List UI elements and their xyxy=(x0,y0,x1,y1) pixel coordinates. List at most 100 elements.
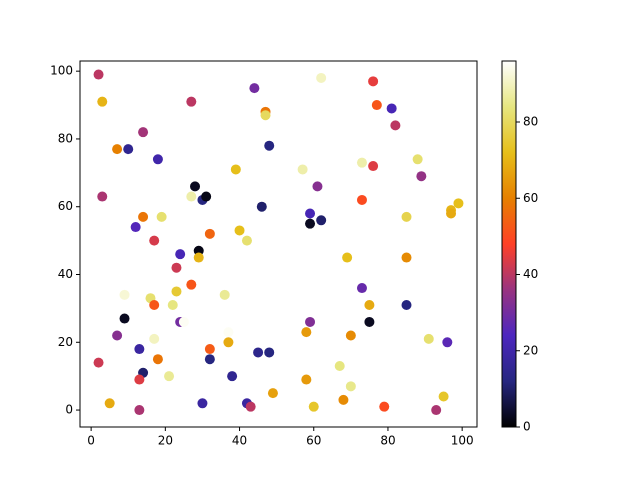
point xyxy=(97,96,108,107)
point xyxy=(342,252,353,263)
point xyxy=(260,110,271,121)
point xyxy=(338,394,349,405)
point xyxy=(364,316,375,327)
point xyxy=(186,96,197,107)
point xyxy=(416,171,427,182)
point xyxy=(301,374,312,385)
colorbar-tick-label: 40 xyxy=(523,267,538,281)
point xyxy=(204,354,215,365)
point xyxy=(401,300,412,310)
colorbar-tick-label: 20 xyxy=(523,343,538,357)
point xyxy=(119,313,130,324)
point xyxy=(104,398,115,409)
x-tick-label: 100 xyxy=(451,434,474,448)
colorbar-tick-label: 60 xyxy=(523,191,538,205)
point xyxy=(230,164,241,175)
y-tick-label: 0 xyxy=(65,403,73,417)
point xyxy=(149,300,160,310)
point xyxy=(112,144,123,155)
point xyxy=(93,69,104,80)
x-tick-label: 20 xyxy=(158,434,173,448)
plot-frame xyxy=(79,60,478,428)
point xyxy=(156,211,167,222)
point xyxy=(401,211,412,222)
point xyxy=(149,333,160,344)
point xyxy=(130,222,141,233)
point xyxy=(134,374,145,385)
y-tick-label: 100 xyxy=(50,64,73,78)
colorbar xyxy=(501,60,517,428)
point xyxy=(245,401,256,412)
point xyxy=(264,140,275,151)
colorbar-tick-label: 0 xyxy=(523,420,531,434)
point xyxy=(345,381,356,392)
point xyxy=(93,357,104,368)
point xyxy=(316,72,327,83)
point xyxy=(152,154,163,165)
point xyxy=(442,337,453,348)
point xyxy=(308,401,319,412)
point xyxy=(412,154,423,165)
point xyxy=(171,286,182,297)
point xyxy=(227,371,238,382)
point xyxy=(186,191,197,202)
x-tick-label: 40 xyxy=(232,434,247,448)
point xyxy=(401,252,412,263)
x-tick-label: 60 xyxy=(306,434,321,448)
y-tick-label: 20 xyxy=(58,335,73,349)
point xyxy=(368,161,379,172)
point xyxy=(368,76,379,87)
point xyxy=(386,103,397,114)
y-tick-label: 40 xyxy=(58,267,73,281)
point xyxy=(112,330,123,341)
point xyxy=(186,279,197,290)
point xyxy=(234,225,245,236)
x-tick-label: 80 xyxy=(380,434,395,448)
point xyxy=(175,249,186,260)
y-tick-label: 60 xyxy=(58,199,73,213)
point xyxy=(171,262,182,273)
point xyxy=(312,181,323,192)
point xyxy=(134,405,145,416)
point xyxy=(123,144,134,155)
point xyxy=(438,391,449,402)
point xyxy=(134,344,145,355)
point xyxy=(297,164,308,175)
point xyxy=(253,347,264,358)
point xyxy=(446,208,457,219)
point xyxy=(201,191,212,202)
point xyxy=(204,344,215,355)
point xyxy=(149,235,160,246)
point xyxy=(356,157,367,168)
point xyxy=(256,201,267,212)
point xyxy=(167,300,178,310)
point xyxy=(152,354,163,365)
point xyxy=(345,330,356,341)
point xyxy=(431,405,442,416)
point xyxy=(334,361,345,371)
point xyxy=(219,289,230,300)
point xyxy=(241,235,252,246)
point xyxy=(249,83,260,94)
point xyxy=(267,388,278,399)
point xyxy=(178,316,189,327)
point xyxy=(264,347,275,358)
point xyxy=(305,316,316,327)
point xyxy=(356,194,367,205)
point xyxy=(371,100,382,111)
point xyxy=(97,191,108,202)
point xyxy=(301,327,312,338)
point xyxy=(305,218,316,229)
point xyxy=(119,289,130,300)
point xyxy=(204,228,215,239)
point xyxy=(316,215,327,226)
x-tick-label: 0 xyxy=(87,434,95,448)
point xyxy=(223,327,234,338)
point xyxy=(356,283,367,294)
point xyxy=(164,371,175,382)
point xyxy=(138,211,149,222)
point xyxy=(390,120,401,131)
y-tick-label: 80 xyxy=(58,131,73,145)
point xyxy=(190,181,201,192)
